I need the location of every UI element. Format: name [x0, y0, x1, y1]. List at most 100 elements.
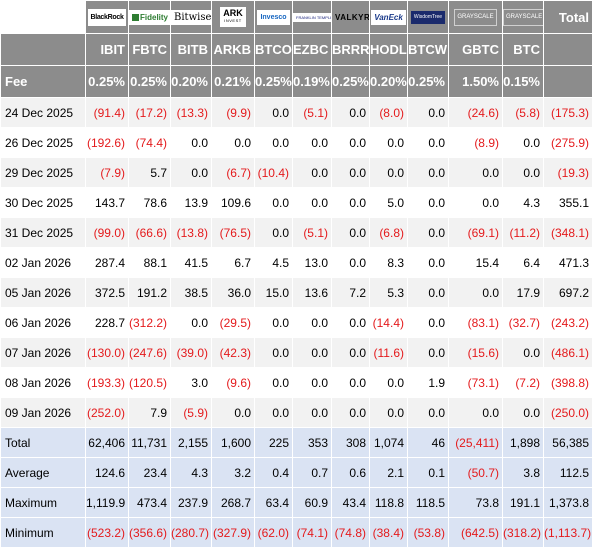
ticker-header: ARKB — [211, 33, 255, 66]
logo-header-row: BlackRock Fidelity Bitwise ARK INVEST Inv… — [0, 0, 592, 34]
flow-cell: 0.0 — [369, 157, 408, 188]
row-total-cell: (19.3) — [543, 157, 592, 188]
table-row: 26 Dec 2025 (192.6) (74.4) 0.0 0.0 0.0 0.0 0.0 0… — [0, 127, 592, 158]
row-total-cell: 471.3 — [543, 247, 592, 278]
flow-cell: (11.6) — [369, 337, 408, 368]
flow-cell: (69.1) — [448, 217, 503, 248]
flow-cell: 5.3 — [369, 277, 408, 308]
stat-total-cell: (1,113.7) — [543, 517, 592, 548]
row-total-cell: (175.3) — [543, 97, 592, 128]
flow-cell: (11.2) — [502, 217, 544, 248]
ticker-header: GBTC — [448, 33, 503, 66]
flow-cell: (120.5) — [128, 367, 171, 398]
row-total-cell: 355.1 — [543, 187, 592, 218]
stat-cell: 0.4 — [254, 457, 293, 488]
stat-cell: 2,155 — [170, 427, 212, 458]
valkyrie-logo-icon: VALKYRIE — [335, 12, 370, 22]
flow-cell: 6.7 — [211, 247, 255, 278]
grayscale-logo-icon: GRAYSCALE — [503, 8, 543, 26]
flow-cell: (13.8) — [170, 217, 212, 248]
stat-cell: (318.2) — [502, 517, 544, 548]
flow-cell: 0.0 — [407, 337, 449, 368]
flow-cell: (5.1) — [292, 217, 332, 248]
table-row: 29 Dec 2025 (7.9) 5.7 0.0 (6.7) (10.4) 0.0 0.0 0… — [0, 157, 592, 188]
row-date-label: 31 Dec 2025 — [0, 217, 86, 248]
flow-cell: (73.1) — [448, 367, 503, 398]
flow-cell: 372.5 — [85, 277, 129, 308]
flow-cell: (8.0) — [369, 97, 408, 128]
ticker-total-cell — [543, 33, 592, 66]
flow-cell: 0.0 — [331, 337, 370, 368]
flow-cell: 0.0 — [292, 397, 332, 428]
logo-cell: VanEck — [369, 0, 408, 34]
logo-cell: BlackRock — [85, 0, 129, 34]
stat-row-minimum: Minimum (523.2) (356.6) (280.7) (327.9) (62.0… — [0, 517, 592, 548]
invesco-logo-icon: Invesco — [257, 9, 290, 25]
row-date-label: 05 Jan 2026 — [0, 277, 86, 308]
stat-cell: (25,411) — [448, 427, 503, 458]
flow-cell: 0.0 — [254, 307, 293, 338]
flow-cell: 5.0 — [369, 187, 408, 218]
stat-total-cell: 112.5 — [543, 457, 592, 488]
stat-cell: 3.2 — [211, 457, 255, 488]
flow-cell: (252.0) — [85, 397, 129, 428]
flow-cell: 0.0 — [254, 337, 293, 368]
stat-cell: 353 — [292, 427, 332, 458]
flow-cell: 0.0 — [407, 277, 449, 308]
stat-cell: 118.5 — [407, 487, 449, 518]
flow-cell: 0.0 — [448, 187, 503, 218]
flow-cell: 0.0 — [331, 307, 370, 338]
stat-total-cell: 1,373.8 — [543, 487, 592, 518]
flow-cell: (193.3) — [85, 367, 129, 398]
fidelity-logo-icon: Fidelity — [129, 9, 170, 25]
flow-cell: 0.0 — [211, 397, 255, 428]
stat-cell: 124.6 — [85, 457, 129, 488]
row-date-label: 24 Dec 2025 — [0, 97, 86, 128]
stat-cell: 62,406 — [85, 427, 129, 458]
table-row: 05 Jan 2026 372.5 191.2 38.5 36.0 15.0 13.6 7.2… — [0, 277, 592, 308]
stat-cell: 4.3 — [170, 457, 212, 488]
flow-cell: (66.6) — [128, 217, 171, 248]
stat-cell: 1,074 — [369, 427, 408, 458]
stat-cell: 191.1 — [502, 487, 544, 518]
stat-cell: 1,600 — [211, 427, 255, 458]
table-row: 06 Jan 2026 228.7 (312.2) 0.0 (29.5) 0.0 0.0 0.… — [0, 307, 592, 338]
flow-cell: 0.0 — [331, 127, 370, 158]
flow-cell: (91.4) — [85, 97, 129, 128]
flow-cell: 109.6 — [211, 187, 255, 218]
flow-cell: 1.9 — [407, 367, 449, 398]
flow-cell: (312.2) — [128, 307, 171, 338]
stat-cell: 268.7 — [211, 487, 255, 518]
flow-cell: (6.8) — [369, 217, 408, 248]
stat-cell: (642.5) — [448, 517, 503, 548]
flow-cell: 0.0 — [292, 337, 332, 368]
flow-cell: 0.0 — [254, 367, 293, 398]
row-date-label: 26 Dec 2025 — [0, 127, 86, 158]
wisdomtree-logo-icon: WisdomTree — [410, 11, 446, 25]
row-date-label: 29 Dec 2025 — [0, 157, 86, 188]
flow-cell: 13.0 — [292, 247, 332, 278]
stat-cell: 46 — [407, 427, 449, 458]
logo-cell: ARK INVEST — [211, 0, 255, 34]
fee-row: Fee 0.25% 0.25% 0.20% 0.21% 0.25% 0.19% … — [0, 65, 592, 98]
logo-cell: VALKYRIE — [331, 0, 370, 34]
flow-cell: 0.0 — [502, 337, 544, 368]
logo-cell: Fidelity — [128, 0, 171, 34]
logo-cell: Bitwise — [170, 0, 212, 34]
stat-label: Maximum — [0, 487, 86, 518]
flow-cell: 143.7 — [85, 187, 129, 218]
flow-cell: 287.4 — [85, 247, 129, 278]
stat-row-maximum: Maximum 1,119.9 473.4 237.9 268.7 63.4 60.9 43.… — [0, 487, 592, 518]
ark-invest-logo-icon: ARK INVEST — [220, 7, 246, 27]
fee-cell: 0.25% — [85, 65, 129, 98]
flow-cell: (74.4) — [128, 127, 171, 158]
ticker-header: BTCO — [254, 33, 293, 66]
stat-cell: 0.1 — [407, 457, 449, 488]
logo-cell: GRAYSCALE — [502, 0, 544, 34]
stat-cell: 225 — [254, 427, 293, 458]
flow-cell: 0.0 — [407, 397, 449, 428]
fee-cell: 0.25% — [128, 65, 171, 98]
stat-cell: 73.8 — [448, 487, 503, 518]
stat-cell: 473.4 — [128, 487, 171, 518]
row-date-label: 07 Jan 2026 — [0, 337, 86, 368]
